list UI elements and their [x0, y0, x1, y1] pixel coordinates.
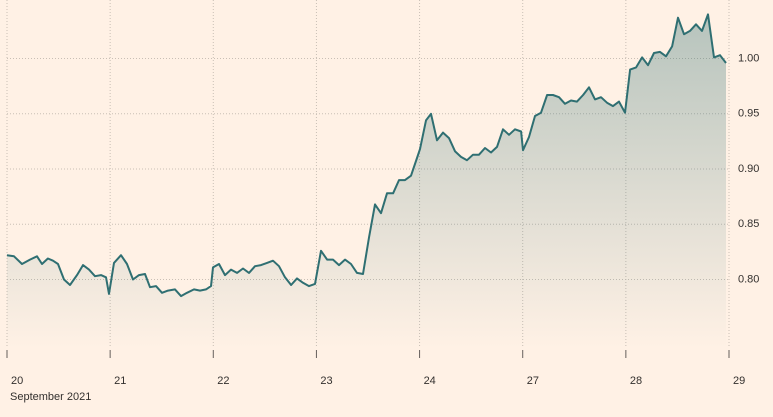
x-tick-label: 24 [424, 375, 436, 387]
y-tick-label: 1.00 [738, 52, 759, 64]
x-tick-label: 28 [630, 375, 642, 387]
x-tick-label: 29 [733, 375, 745, 387]
x-tick-label: 27 [527, 375, 539, 387]
x-tick-label: 23 [320, 375, 332, 387]
x-tick-label: 21 [114, 375, 126, 387]
y-tick-label: 0.90 [738, 163, 759, 175]
y-tick-label: 0.95 [738, 108, 759, 120]
y-tick-label: 0.85 [738, 218, 759, 230]
x-tick-label: 22 [217, 375, 229, 387]
y-tick-label: 0.80 [738, 273, 759, 285]
x-axis-label: September 2021 [10, 391, 91, 403]
x-tick-label: 20 [11, 375, 23, 387]
line [6, 13, 727, 298]
